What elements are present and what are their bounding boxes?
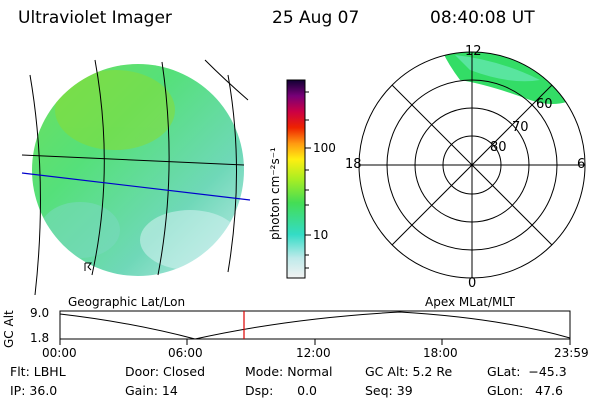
colorbar: [286, 79, 311, 279]
latitude-line: [21, 172, 251, 201]
mlt-label-18: 18: [345, 157, 362, 172]
ip-status: IP: 36.0: [10, 383, 58, 398]
altitude-ytick-top: 9.0: [30, 306, 50, 320]
polar-plot: [358, 51, 586, 279]
date-label: 25 Aug 07: [272, 8, 360, 28]
gc-alt-status: GC Alt: 5.2 Re: [365, 364, 453, 379]
mlat-label-60: 60: [536, 97, 553, 112]
colorbar-tick-100: 100: [313, 141, 336, 155]
altitude-ylabel: GC Alt: [2, 310, 16, 348]
xtick-1200: 12:00: [296, 346, 331, 360]
altitude-plot: [59, 310, 571, 345]
polar-caption: Apex MLat/MLT: [425, 295, 515, 309]
xtick-0600: 06:00: [168, 346, 203, 360]
dsp-status: Dsp: 0.0: [245, 383, 318, 398]
glon-status: GLon: 47.6: [487, 383, 563, 398]
filter-status: Flt: LBHL: [10, 364, 66, 379]
mlt-label-6: 6: [577, 157, 586, 172]
mlt-label-12: 12: [465, 44, 482, 59]
seq-status: Seq: 39: [365, 383, 413, 398]
time-label: 08:40:08 UT: [430, 8, 535, 28]
geographic-disk: [32, 64, 244, 276]
mode-status: Mode: Normal: [245, 364, 333, 379]
mlat-label-70: 70: [512, 120, 529, 135]
gain-status: Gain: 14: [125, 383, 178, 398]
xtick-2359: 23:59: [554, 346, 589, 360]
xtick-0000: 00:00: [42, 346, 77, 360]
glat-status: GLat: −45.3: [487, 364, 567, 379]
colorbar-unit-label: photon cm⁻²s⁻¹: [268, 147, 282, 240]
geographic-caption: Geographic Lat/Lon: [68, 295, 186, 309]
door-status: Door: Closed: [125, 364, 206, 379]
mlat-label-80: 80: [490, 140, 507, 155]
geographic-grid: [21, 59, 249, 296]
mlt-label-0: 0: [468, 276, 477, 291]
instrument-title: Ultraviolet Imager: [18, 8, 172, 28]
nadir-marker-icon: [84, 262, 92, 271]
xtick-1800: 18:00: [423, 346, 458, 360]
colorbar-tick-10: 10: [313, 228, 329, 242]
altitude-ytick-bottom: 1.8: [30, 331, 50, 345]
